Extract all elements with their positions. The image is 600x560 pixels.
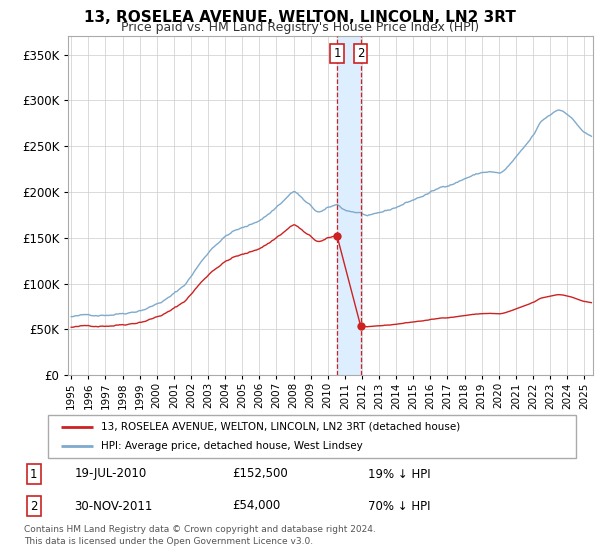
Text: 2: 2 (30, 500, 38, 512)
Text: Contains HM Land Registry data © Crown copyright and database right 2024.
This d: Contains HM Land Registry data © Crown c… (24, 525, 376, 546)
FancyBboxPatch shape (48, 415, 576, 458)
Text: 13, ROSELEA AVENUE, WELTON, LINCOLN, LN2 3RT (detached house): 13, ROSELEA AVENUE, WELTON, LINCOLN, LN2… (101, 422, 460, 432)
Text: £54,000: £54,000 (232, 500, 281, 512)
Text: 1: 1 (333, 46, 341, 59)
Text: Price paid vs. HM Land Registry's House Price Index (HPI): Price paid vs. HM Land Registry's House … (121, 21, 479, 34)
Text: 30-NOV-2011: 30-NOV-2011 (74, 500, 153, 512)
Text: 2: 2 (357, 46, 364, 59)
Text: HPI: Average price, detached house, West Lindsey: HPI: Average price, detached house, West… (101, 441, 362, 451)
Text: 19-JUL-2010: 19-JUL-2010 (74, 468, 146, 480)
Text: 70% ↓ HPI: 70% ↓ HPI (368, 500, 430, 512)
Text: 19% ↓ HPI: 19% ↓ HPI (368, 468, 430, 480)
Text: 13, ROSELEA AVENUE, WELTON, LINCOLN, LN2 3RT: 13, ROSELEA AVENUE, WELTON, LINCOLN, LN2… (84, 10, 516, 25)
Bar (337, 36, 361, 375)
Text: 1: 1 (30, 468, 38, 480)
Text: £152,500: £152,500 (232, 468, 288, 480)
